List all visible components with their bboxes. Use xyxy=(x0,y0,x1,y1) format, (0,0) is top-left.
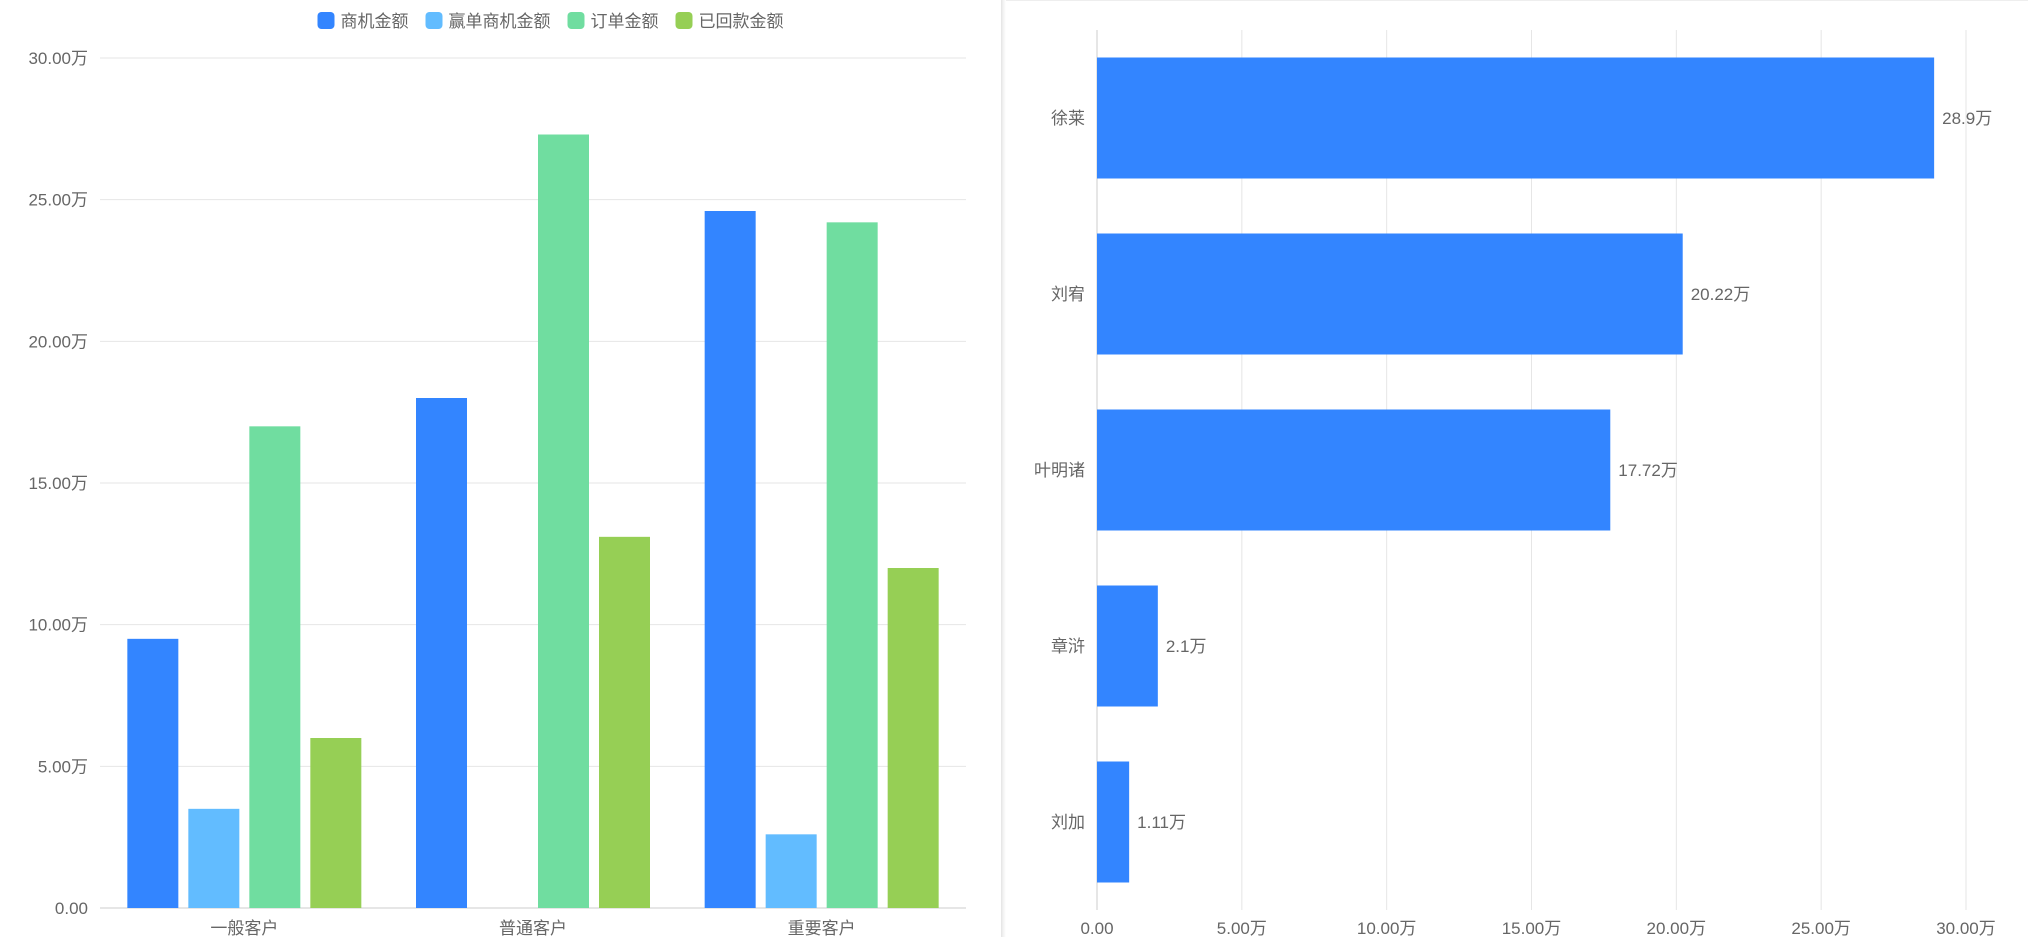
bar xyxy=(1097,585,1158,707)
bar xyxy=(188,808,240,908)
x-tick-label: 25.00万 xyxy=(1791,919,1851,937)
legend-swatch xyxy=(317,12,335,29)
y-tick-label: 章浒 xyxy=(1051,637,1085,656)
bar xyxy=(1097,57,1935,179)
y-tick-label: 15.00万 xyxy=(28,474,88,493)
bar xyxy=(1097,761,1130,883)
legend-label: 赢单商机金额 xyxy=(449,12,551,31)
grouped-bar-chart: 0.00 5.00万 10.00万 15.00万 20.00万 25.00万 30.00万一… xyxy=(28,12,966,937)
x-tick-label: 一般客户 xyxy=(210,919,278,937)
bar xyxy=(1097,233,1683,355)
data-label: 17.72万 xyxy=(1618,461,1678,480)
bar xyxy=(1097,409,1611,531)
bar xyxy=(826,222,878,909)
panel-divider xyxy=(1001,0,1006,937)
x-tick-label: 普通客户 xyxy=(499,919,567,937)
y-tick-label: 徐莱 xyxy=(1051,109,1085,128)
right-chart-panel: 0.00 5.00万 10.00万 15.00万 20.00万 25.00万 30.00万 2… xyxy=(1006,0,2028,937)
legend-label: 订单金额 xyxy=(591,12,659,31)
bar xyxy=(704,211,756,908)
x-tick-label: 10.00万 xyxy=(1357,919,1417,937)
x-tick-label: 重要客户 xyxy=(788,919,856,937)
horizontal-bar-chart: 0.00 5.00万 10.00万 15.00万 20.00万 25.00万 30.00万 2… xyxy=(1034,30,1996,937)
x-tick-label: 30.00万 xyxy=(1936,919,1996,937)
legend-label: 商机金额 xyxy=(341,12,409,31)
y-tick-label: 叶明诸 xyxy=(1034,461,1085,480)
y-tick-label: 25.00万 xyxy=(28,191,88,210)
right-panel-top-border xyxy=(1006,0,2028,1)
x-tick-label: 15.00万 xyxy=(1502,919,1562,937)
y-tick-label: 0.00 xyxy=(55,899,88,918)
y-tick-label: 30.00万 xyxy=(28,49,88,68)
legend-label: 已回款金额 xyxy=(699,12,784,31)
x-tick-label: 0.00 xyxy=(1080,919,1113,937)
legend-swatch xyxy=(425,12,443,29)
legend-swatch xyxy=(675,12,693,29)
x-tick-label: 20.00万 xyxy=(1647,919,1707,937)
bar xyxy=(127,638,179,908)
y-tick-label: 10.00万 xyxy=(28,616,88,635)
bar xyxy=(249,426,301,908)
y-tick-label: 5.00万 xyxy=(38,757,88,776)
bar xyxy=(310,738,362,908)
left-chart-panel: 0.00 5.00万 10.00万 15.00万 20.00万 25.00万 30.00万一… xyxy=(0,0,1001,937)
bar xyxy=(416,398,467,908)
data-label: 2.1万 xyxy=(1166,637,1207,656)
y-tick-label: 刘宥 xyxy=(1051,285,1085,304)
bar xyxy=(765,834,817,908)
data-label: 1.11万 xyxy=(1137,813,1186,832)
x-tick-label: 5.00万 xyxy=(1217,919,1267,937)
y-tick-label: 刘加 xyxy=(1051,813,1085,832)
data-label: 28.9万 xyxy=(1942,109,1992,128)
bar xyxy=(538,134,589,908)
bar xyxy=(887,568,939,908)
bar xyxy=(599,536,650,908)
data-label: 20.22万 xyxy=(1691,285,1751,304)
legend-swatch xyxy=(567,12,585,29)
y-tick-label: 20.00万 xyxy=(28,332,88,351)
